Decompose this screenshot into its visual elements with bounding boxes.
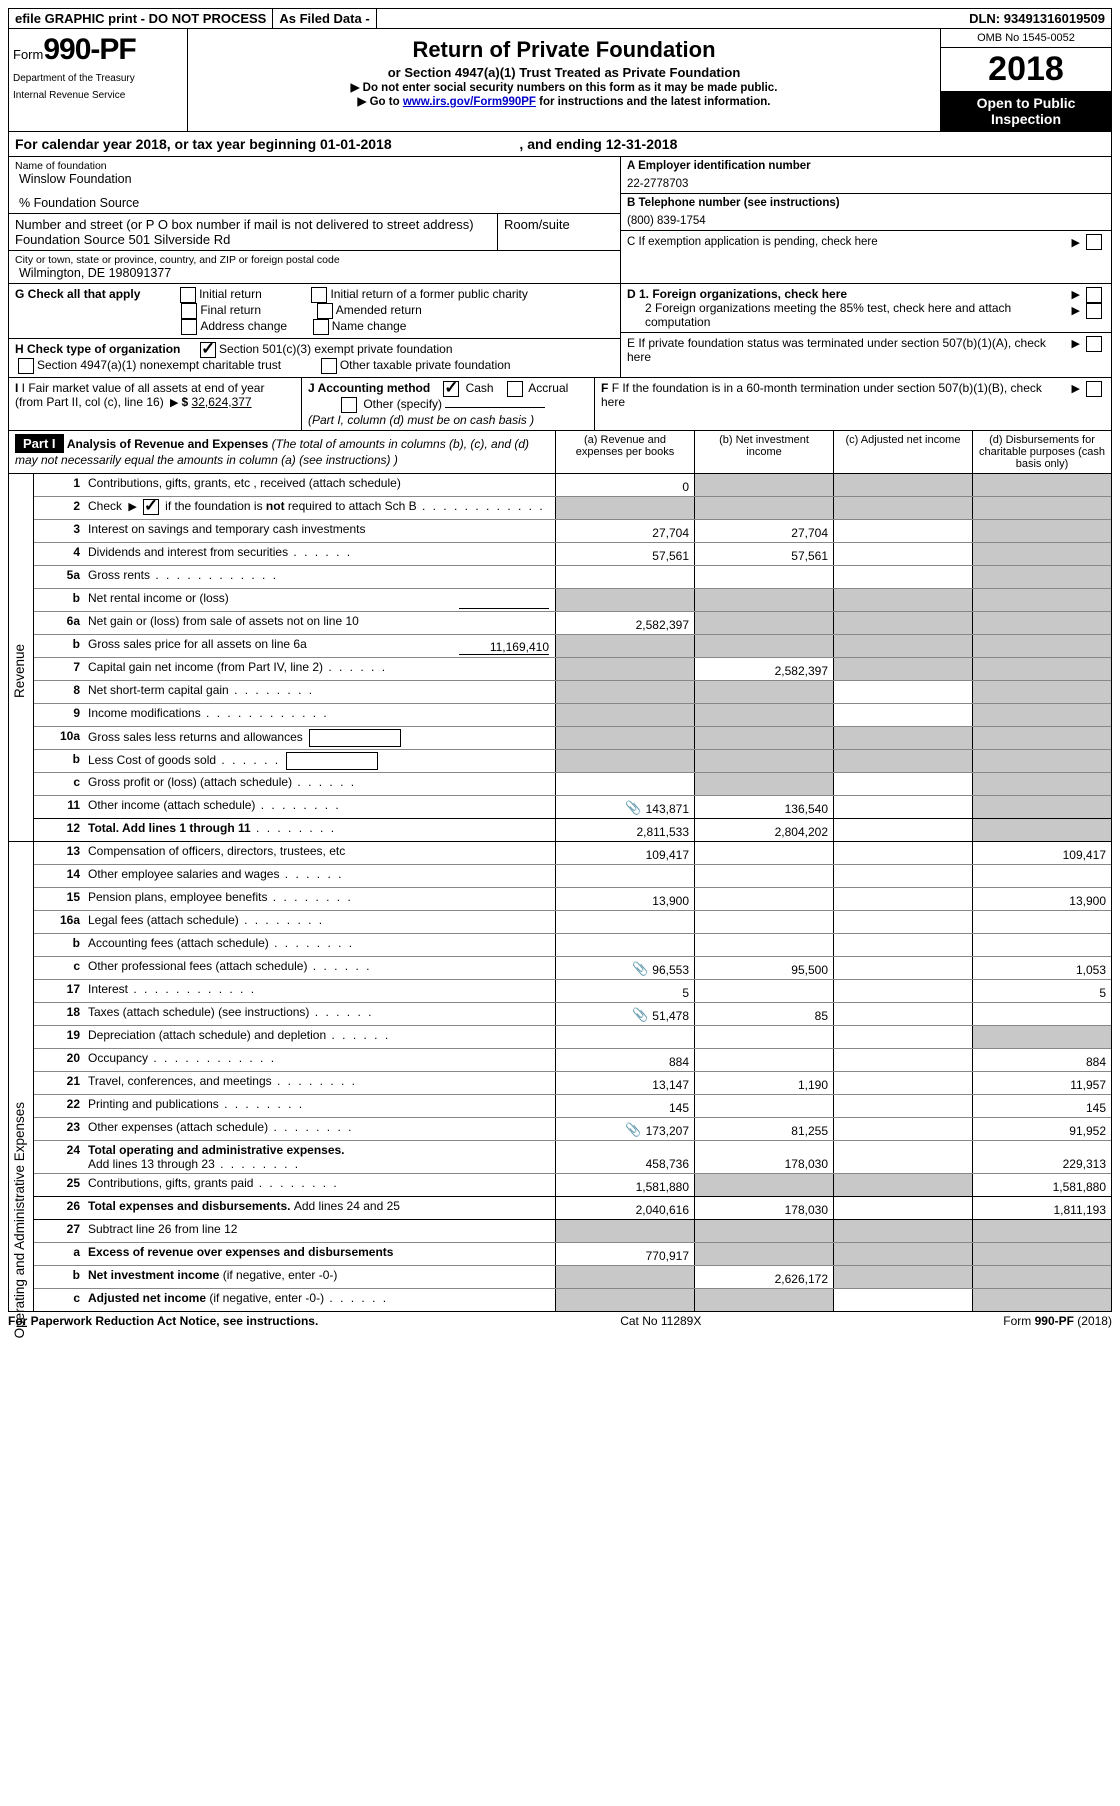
form-title: Return of Private Foundation	[194, 37, 934, 63]
attachment-icon[interactable]: 📎	[625, 1122, 641, 1138]
footer-mid: Cat No 11289X	[620, 1314, 701, 1328]
part1-tag: Part I	[15, 434, 64, 453]
footer-right: Form 990-PF (2018)	[1003, 1314, 1112, 1328]
attachment-icon[interactable]: 📎	[632, 1007, 648, 1023]
checkbox-final-return[interactable]	[181, 303, 197, 319]
exemption-cell: C If exemption application is pending, c…	[621, 231, 1111, 253]
options-block: G Check all that apply Initial return In…	[8, 284, 1112, 378]
info-grid: Name of foundation Winslow Foundation % …	[8, 157, 1112, 284]
col-a-header: (a) Revenue and expenses per books	[555, 431, 694, 473]
omb-number: OMB No 1545-0052	[941, 29, 1111, 48]
irs-link[interactable]: www.irs.gov/Form990PF	[403, 96, 536, 108]
checkbox-schb[interactable]	[143, 499, 159, 515]
room-cell: Room/suite	[498, 214, 620, 250]
checkbox-other-taxable[interactable]	[321, 358, 337, 374]
header-left: Form990-PF Department of the Treasury In…	[9, 29, 188, 131]
f-cell: F F If the foundation is in a 60-month t…	[595, 378, 1111, 430]
checkbox-initial-public[interactable]	[311, 287, 327, 303]
revenue-section: Revenue 1Contributions, gifts, grants, e…	[8, 474, 1112, 842]
checkbox-4947[interactable]	[18, 358, 34, 374]
checkbox-cash[interactable]	[443, 381, 459, 397]
col-d-header: (d) Disbursements for charitable purpose…	[972, 431, 1111, 473]
top-bar: efile GRAPHIC print - DO NOT PROCESS As …	[8, 8, 1112, 29]
checkbox-d1[interactable]	[1086, 287, 1102, 303]
note-ssn: ▶ Do not enter social security numbers o…	[194, 80, 934, 94]
checkbox-amended[interactable]	[317, 303, 333, 319]
asfiled-note: As Filed Data -	[273, 9, 376, 28]
part1-header-row: Part I Analysis of Revenue and Expenses …	[8, 431, 1112, 474]
i-cell: I I Fair market value of all assets at e…	[9, 378, 302, 430]
side-revenue: Revenue	[12, 644, 27, 698]
header-center: Return of Private Foundation or Section …	[188, 29, 940, 131]
expenses-section: Operating and Administrative Expenses 13…	[8, 842, 1112, 1312]
checkbox-f[interactable]	[1086, 381, 1102, 397]
form-header: Form990-PF Department of the Treasury In…	[8, 29, 1112, 132]
checkbox-accrual[interactable]	[507, 381, 523, 397]
checkbox-address-change[interactable]	[181, 319, 197, 335]
header-right: OMB No 1545-0052 2018 Open to PublicInsp…	[940, 29, 1111, 131]
h-row: H Check type of organization Section 501…	[9, 339, 620, 377]
checkbox-other-method[interactable]	[341, 397, 357, 413]
side-expenses: Operating and Administrative Expenses	[12, 1102, 27, 1338]
ein-cell: A Employer identification number 22-2778…	[621, 157, 1111, 194]
attachment-icon[interactable]: 📎	[625, 800, 641, 816]
checkbox-501c3[interactable]	[200, 342, 216, 358]
footer-left: For Paperwork Reduction Act Notice, see …	[8, 1314, 318, 1328]
fmv-row: I I Fair market value of all assets at e…	[8, 378, 1112, 431]
checkbox-e[interactable]	[1086, 336, 1102, 352]
page-footer: For Paperwork Reduction Act Notice, see …	[8, 1311, 1112, 1328]
note-link: ▶ Go to www.irs.gov/Form990PF for instru…	[194, 94, 934, 108]
dln: DLN: 93491316019509	[963, 9, 1111, 28]
form-subtitle: or Section 4947(a)(1) Trust Treated as P…	[194, 65, 934, 80]
address-cell: Number and street (or P O box number if …	[9, 214, 498, 250]
form-number: 990-PF	[43, 33, 135, 66]
foundation-name-cell: Name of foundation Winslow Foundation % …	[9, 157, 620, 214]
open-to-public: Open to PublicInspection	[941, 91, 1111, 131]
tax-year: 2018	[941, 48, 1111, 91]
city-cell: City or town, state or province, country…	[9, 251, 620, 283]
col-b-header: (b) Net investment income	[694, 431, 833, 473]
attachment-icon[interactable]: 📎	[632, 961, 648, 977]
checkbox-initial-return[interactable]	[180, 287, 196, 303]
irs: Internal Revenue Service	[13, 90, 183, 101]
checkbox-name-change[interactable]	[313, 319, 329, 335]
efile-note: efile GRAPHIC print - DO NOT PROCESS	[9, 9, 273, 28]
dept-treasury: Department of the Treasury	[13, 73, 183, 84]
calendar-year-row: For calendar year 2018, or tax year begi…	[8, 132, 1112, 157]
col-c-header: (c) Adjusted net income	[833, 431, 972, 473]
g-row: G Check all that apply Initial return In…	[9, 284, 620, 339]
phone-cell: B Telephone number (see instructions) (8…	[621, 194, 1111, 231]
d-row: D 1. Foreign organizations, check here 2…	[621, 284, 1111, 333]
checkbox-c[interactable]	[1086, 234, 1102, 250]
e-row: E If private foundation status was termi…	[621, 333, 1111, 367]
j-cell: J Accounting method Cash Accrual Other (…	[302, 378, 595, 430]
checkbox-d2[interactable]	[1086, 303, 1102, 319]
